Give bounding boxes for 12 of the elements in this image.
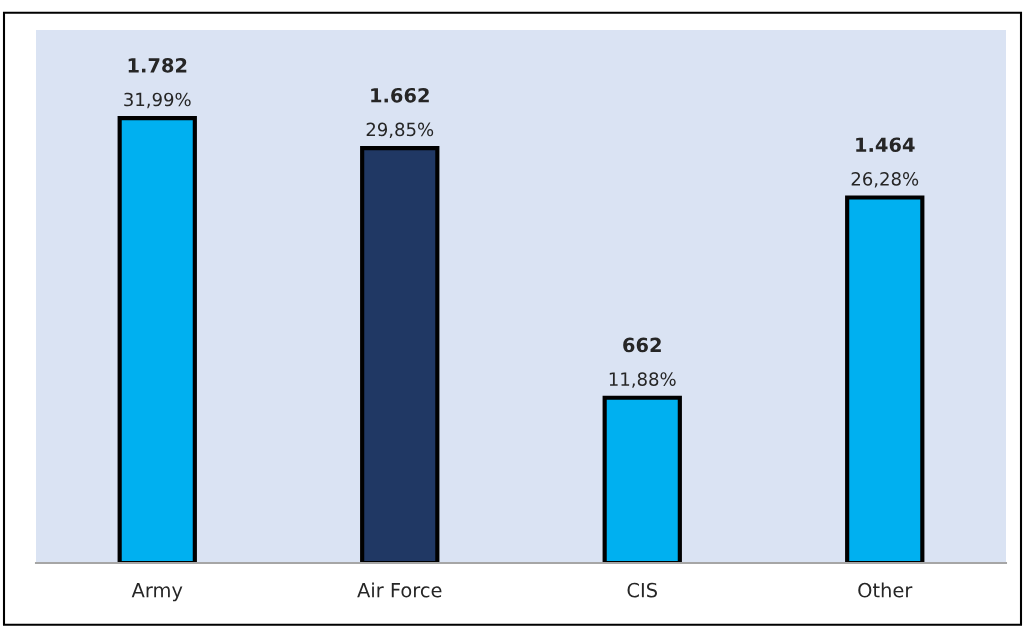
- annotation: 26,28%: [851, 172, 919, 188]
- annotation: 31,99%: [124, 92, 191, 109]
- data-label: 1.464: [856, 137, 915, 153]
- data-label: 1.662: [371, 87, 429, 103]
- x-tick-label: Army: [131, 583, 183, 602]
- x-tick-label: CIS: [627, 582, 657, 598]
- data-label: 662: [623, 337, 661, 353]
- annotation: 29,85%: [366, 122, 434, 139]
- data-label: 1.782: [128, 57, 187, 73]
- annotation: 11,88%: [609, 372, 676, 388]
- x-tick-label: Air Force: [357, 582, 442, 598]
- x-tick-label: Other: [858, 582, 913, 598]
